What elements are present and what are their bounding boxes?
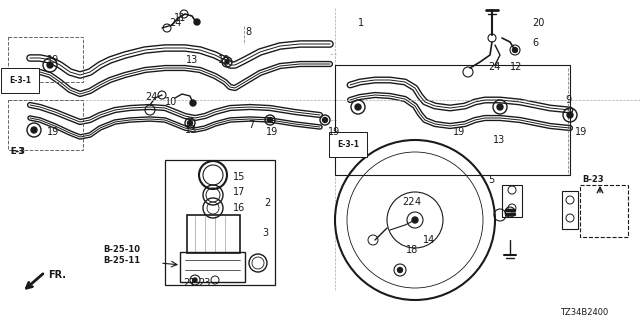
Text: 17: 17 [233,187,245,197]
Circle shape [513,47,518,52]
Bar [165,160,275,285]
Text: 11: 11 [174,13,186,23]
Text: 19: 19 [453,127,465,137]
Text: E-3: E-3 [10,147,24,156]
Text: E-3-1: E-3-1 [9,76,31,85]
Circle shape [31,127,37,133]
Circle shape [47,62,53,68]
Text: E-3: E-3 [10,147,25,156]
Text: 1: 1 [358,18,364,28]
Text: 23: 23 [198,278,211,288]
Text: TZ34B2400: TZ34B2400 [560,308,608,317]
Text: 14: 14 [423,235,435,245]
Circle shape [355,104,361,110]
Text: 3: 3 [262,228,268,238]
Circle shape [190,100,196,106]
Text: E-3-1: E-3-1 [337,140,359,149]
Text: 13: 13 [185,125,197,135]
Bar [8,37,83,82]
Text: 2: 2 [264,198,270,208]
Circle shape [397,268,403,273]
Bar [8,100,83,150]
Text: 7: 7 [248,120,254,130]
Circle shape [194,19,200,25]
Text: 19: 19 [266,127,278,137]
Text: B-23: B-23 [582,175,604,184]
Text: 24: 24 [145,92,157,102]
Circle shape [412,217,418,223]
Text: 15: 15 [233,172,245,182]
Bar [335,65,570,175]
Text: 13: 13 [186,55,198,65]
Text: 21: 21 [183,278,195,288]
Text: FR.: FR. [48,270,66,280]
Bar [502,185,522,217]
Text: 5: 5 [488,175,494,185]
Circle shape [188,121,193,125]
Circle shape [193,278,197,282]
Text: 19: 19 [575,127,588,137]
Text: 13: 13 [493,135,505,145]
Text: 20: 20 [532,18,545,28]
Text: 9: 9 [565,95,571,105]
Text: 19: 19 [328,127,340,137]
Text: 12: 12 [510,62,522,72]
Bar [562,191,578,229]
Text: 10: 10 [165,97,177,107]
Text: 6: 6 [532,38,538,48]
Circle shape [225,60,229,64]
Text: B-25-10: B-25-10 [103,245,140,254]
Circle shape [268,117,273,123]
Bar [187,215,240,253]
Text: 19: 19 [47,55,60,65]
Text: 19: 19 [218,55,230,65]
Text: B-25-11: B-25-11 [103,256,140,265]
Circle shape [323,117,328,123]
Text: 19: 19 [47,127,60,137]
Text: 22: 22 [402,197,415,207]
Text: 8: 8 [245,27,251,37]
Text: 16: 16 [233,203,245,213]
Text: 24: 24 [488,62,500,72]
Circle shape [567,112,573,118]
Text: 24: 24 [169,18,181,28]
Circle shape [497,104,503,110]
Text: 4: 4 [415,197,421,207]
Text: 18: 18 [406,245,419,255]
Bar [580,185,628,237]
Bar [180,252,245,282]
